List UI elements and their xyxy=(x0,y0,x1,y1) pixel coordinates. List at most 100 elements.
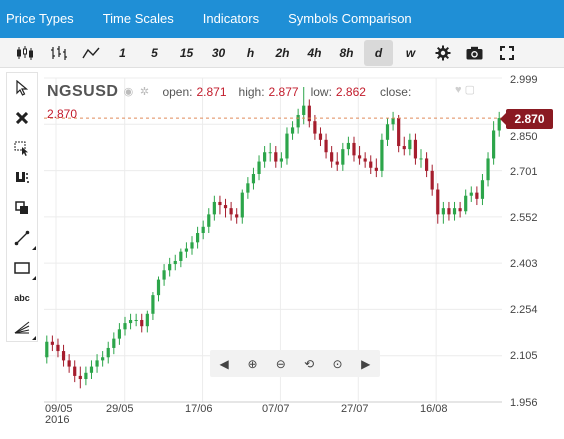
candle xyxy=(212,195,216,221)
candle xyxy=(268,142,272,162)
zoom-out-icon[interactable]: ⊖ xyxy=(275,356,286,371)
candle-body xyxy=(475,192,479,199)
candle-body xyxy=(89,366,94,373)
navigation-bar: ◀ ⊕ ⊖ ⟲ ⊙ ▶ xyxy=(210,350,380,377)
text-tool-icon[interactable]: abc xyxy=(14,293,30,303)
period-w-button[interactable]: w xyxy=(405,46,416,60)
candle-body xyxy=(207,214,211,227)
high-value: 2.877 xyxy=(268,85,299,99)
candle-body xyxy=(173,260,177,265)
candle-body xyxy=(419,158,423,160)
fullscreen-icon[interactable] xyxy=(492,40,521,66)
candle xyxy=(290,121,295,140)
trend-line-icon[interactable] xyxy=(7,223,37,253)
candle-body xyxy=(307,105,311,122)
ohlc-bars-icon[interactable] xyxy=(44,40,73,66)
candle xyxy=(95,354,99,373)
chart-area[interactable] xyxy=(0,68,564,439)
candle xyxy=(279,152,283,168)
select-box-icon[interactable] xyxy=(7,133,37,163)
candle-body xyxy=(56,344,60,352)
candle xyxy=(173,254,177,271)
delete-x-icon[interactable] xyxy=(7,103,37,133)
candle-body xyxy=(195,233,200,243)
scroll-left-icon[interactable]: ◀ xyxy=(219,356,229,371)
zoom-fit-icon[interactable]: ⊙ xyxy=(332,356,343,371)
candle xyxy=(251,167,256,190)
candle-body xyxy=(162,270,166,280)
candle xyxy=(385,118,390,147)
candle xyxy=(430,164,434,196)
rectangle-icon[interactable] xyxy=(7,253,37,283)
cursor-arrow-icon[interactable] xyxy=(7,73,37,103)
price-chart[interactable] xyxy=(0,68,564,439)
candle xyxy=(123,316,127,336)
period-h-button[interactable]: h xyxy=(246,46,255,60)
candle-body xyxy=(363,158,367,162)
period-2h-button[interactable]: 2h xyxy=(275,46,290,60)
period-1-button[interactable]: 1 xyxy=(119,46,126,60)
eye-icon[interactable]: ◉ xyxy=(123,86,134,98)
candle xyxy=(184,242,189,258)
candle xyxy=(50,335,54,352)
symbol-name: NGSUSD xyxy=(47,83,119,100)
candle xyxy=(223,198,228,218)
candle-body xyxy=(402,146,406,150)
period-15-button[interactable]: 15 xyxy=(179,46,194,60)
series-options-icon[interactable]: ♥ ▢ xyxy=(455,84,475,96)
candle xyxy=(324,133,328,159)
menu-indicators[interactable]: Indicators xyxy=(202,11,260,26)
zoom-in-icon[interactable]: ⊕ xyxy=(247,356,258,371)
candle xyxy=(112,332,116,355)
candle-body xyxy=(67,360,71,367)
candle xyxy=(318,127,323,147)
candle xyxy=(424,152,429,178)
menu-time-scales[interactable]: Time Scales xyxy=(102,11,174,26)
fan-icon[interactable] xyxy=(7,313,37,343)
candlestick-icon[interactable] xyxy=(10,40,39,66)
candle-body xyxy=(341,149,345,165)
candle xyxy=(218,195,222,215)
candle-body xyxy=(112,338,116,348)
candle-body xyxy=(279,158,283,162)
open-label: open: xyxy=(162,85,193,99)
period-5-button[interactable]: 5 xyxy=(151,46,158,60)
candle-body xyxy=(251,173,256,184)
candle-body xyxy=(408,139,412,150)
candle xyxy=(274,146,278,168)
line-chart-icon[interactable] xyxy=(76,40,105,66)
period-4h-button[interactable]: 4h xyxy=(307,46,322,60)
high-label: high: xyxy=(238,85,265,99)
menu-price-types[interactable]: Price Types xyxy=(6,11,74,26)
candle xyxy=(78,366,82,389)
candle-body xyxy=(50,341,54,345)
settings-small-icon[interactable]: ✲ xyxy=(139,86,150,98)
candle-body xyxy=(134,319,138,321)
candle xyxy=(475,186,479,206)
menu-symbols-comparison[interactable]: Symbols Comparison xyxy=(288,11,412,26)
candle xyxy=(201,220,205,240)
period-8h-button[interactable]: 8h xyxy=(339,46,354,60)
period-d-button[interactable]: d xyxy=(364,40,393,66)
settings-gear-icon[interactable] xyxy=(428,40,457,66)
candle-body xyxy=(84,372,88,380)
period-30-button[interactable]: 30 xyxy=(211,46,226,60)
candle-body xyxy=(480,180,485,199)
zoom-reset-icon[interactable]: ⟲ xyxy=(304,356,315,371)
candle-body xyxy=(145,313,149,327)
candle xyxy=(441,201,445,224)
candle-body xyxy=(385,124,390,140)
candle xyxy=(330,146,334,168)
candle xyxy=(207,208,211,234)
candle-body xyxy=(318,133,323,140)
scroll-right-icon[interactable]: ▶ xyxy=(361,356,371,371)
copy-icon[interactable] xyxy=(7,193,37,223)
magnet-icon[interactable] xyxy=(7,163,37,193)
candle xyxy=(408,133,412,156)
candle xyxy=(497,111,501,137)
candle xyxy=(195,226,200,249)
candle xyxy=(313,114,317,140)
candle-body xyxy=(391,118,395,125)
y-tick-label: 2.850 xyxy=(510,131,538,143)
camera-icon[interactable] xyxy=(460,40,489,66)
